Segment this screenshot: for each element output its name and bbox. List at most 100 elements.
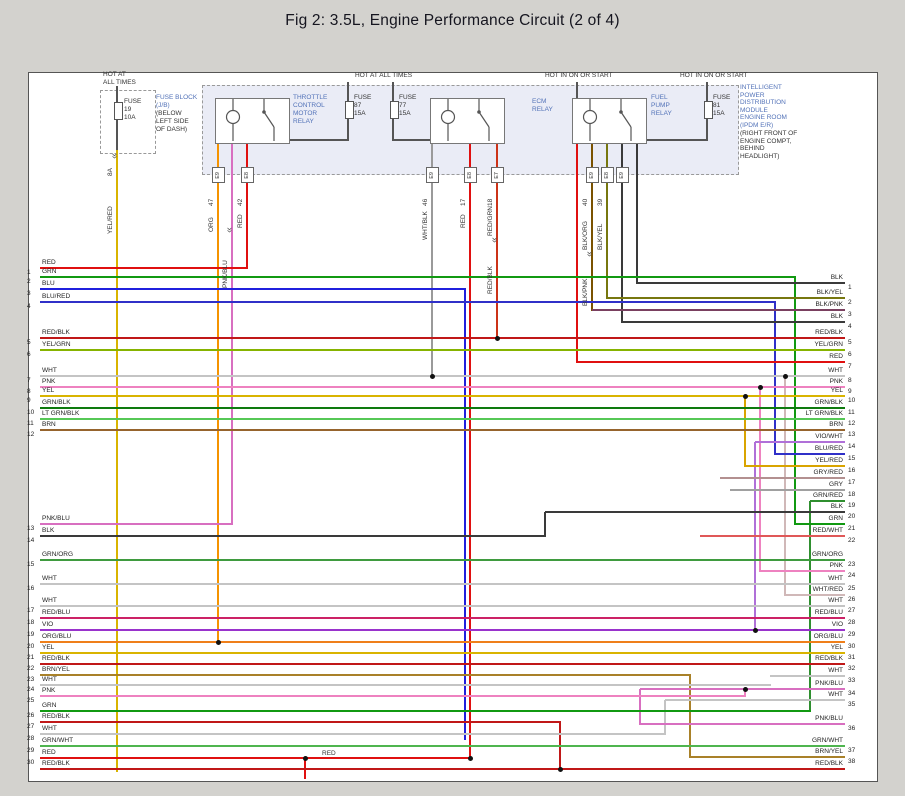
wire-color-label: RED/WHT [812, 527, 843, 534]
wire-color-label: PNK/BLU [222, 260, 229, 288]
wire-horizontal [690, 756, 845, 758]
junction-dot [495, 336, 500, 341]
pin-number: 2 [848, 299, 852, 306]
connector-box: E8 [241, 167, 254, 183]
wire-color-label: BRN [42, 421, 56, 428]
pin-number: 28 [848, 619, 856, 626]
wire-color-label: BLK [830, 503, 843, 510]
pin-number: 3 [848, 311, 852, 318]
pin-number: 47 [208, 198, 215, 206]
fuse-symbol [345, 101, 354, 119]
wire-vertical [576, 142, 578, 363]
wire-horizontal [40, 710, 811, 712]
pin-number: 4 [848, 323, 852, 330]
wire-color-label: BLK [830, 274, 843, 281]
wire-color-label: RED/BLK [815, 329, 843, 336]
relay-box [572, 98, 647, 144]
wire-vertical [706, 82, 708, 101]
wire-color-label: GRN/ORG [811, 551, 843, 558]
text-block: FUSE 77 15A [399, 94, 416, 118]
pin-number: 5 [27, 339, 31, 346]
text-block: HOT AT ALL TIMES [355, 72, 412, 80]
wire-horizontal [40, 629, 845, 631]
wire-vertical [576, 82, 578, 98]
connector-label: E9 [214, 171, 221, 179]
wire-horizontal [40, 663, 845, 665]
wire-color-label: RED [237, 214, 244, 228]
pin-number: 24 [848, 572, 856, 579]
wire-vertical [496, 142, 498, 339]
pin-number: 12 [27, 431, 35, 438]
connector-label: E7 [493, 171, 500, 179]
pin-number: 18 [487, 198, 494, 206]
wire-horizontal [40, 695, 746, 697]
pin-number: 3 [27, 290, 31, 297]
wire-vertical [639, 689, 641, 725]
text-block: FUSE BLOCK (J/B) [156, 94, 197, 110]
wire-color-label: PNK/BLU [42, 515, 70, 522]
text-line: 10A [124, 114, 136, 121]
wire-color-label: YEL [830, 644, 843, 651]
chevron-icon: » [583, 251, 595, 257]
pin-number: 29 [27, 747, 35, 754]
wire-vertical [431, 142, 433, 377]
pin-number: 29 [848, 631, 856, 638]
pin-number: 28 [27, 735, 35, 742]
text-line: BEHIND [740, 145, 765, 153]
wire-color-label: RED/BLK [815, 655, 843, 662]
wire-vertical [347, 82, 349, 101]
wire-horizontal [40, 337, 845, 339]
wire-vertical [392, 82, 394, 101]
wire-color-label: RED [42, 749, 56, 756]
wire-horizontal [545, 511, 845, 513]
wire-color-label: YEL [42, 644, 55, 651]
relay-box [215, 98, 290, 144]
connector-box: E8 [601, 167, 614, 183]
wire-color-label: RED/BLK [815, 760, 843, 767]
wire-horizontal [288, 139, 349, 141]
wire-color-label: GRN/ORG [42, 551, 74, 558]
wire-horizontal [785, 594, 845, 596]
pin-number: 4 [27, 303, 31, 310]
wire-vertical [116, 118, 118, 150]
text-line: CONTROL [293, 102, 325, 109]
wire-color-label: GRN/RED [813, 492, 843, 499]
wire-horizontal [40, 652, 845, 654]
chevron-icon: » [488, 237, 500, 243]
title-bar: Fig 2: 3.5L, Engine Performance Circuit … [0, 0, 905, 42]
wire-color-label: GRN/WHT [811, 737, 843, 744]
wire-color-label: GRN [42, 268, 57, 275]
wire-horizontal [720, 477, 845, 479]
wire-horizontal [40, 288, 466, 290]
text-line: (BELOW [156, 110, 182, 117]
connector-label: E8 [603, 171, 610, 179]
pin-number: 1 [27, 269, 31, 276]
wire-horizontal [40, 276, 796, 278]
wire-horizontal [40, 745, 845, 747]
pin-number: 17 [27, 607, 35, 614]
wire-color-label: YEL [830, 387, 843, 394]
wire-horizontal [393, 139, 431, 141]
junction-dot [303, 756, 308, 761]
junction-dot [758, 385, 763, 390]
junction-dot [216, 640, 221, 645]
wire-color-label: BRN/YEL [42, 666, 70, 673]
text-line: 87 [354, 102, 362, 109]
wire-color-label: VIO [831, 621, 843, 628]
pin-number: 11 [27, 420, 34, 427]
wire-horizontal [745, 465, 845, 467]
pin-number: 21 [27, 654, 35, 661]
text-block: RED [322, 750, 336, 758]
wire-horizontal [40, 395, 845, 397]
wire-color-label: RED [829, 353, 843, 360]
text-block: ECM RELAY [532, 98, 553, 114]
wire-vertical [469, 142, 471, 759]
pin-number: 32 [848, 665, 856, 672]
wire-vertical [606, 142, 608, 299]
text-line: ALL TIMES [103, 78, 136, 86]
wire-vertical [392, 117, 394, 141]
text-line: 15A [713, 110, 725, 117]
text-line: ENGINE COMPT, [740, 137, 792, 145]
connector-box: E9 [586, 167, 599, 183]
wire-horizontal [40, 583, 845, 585]
